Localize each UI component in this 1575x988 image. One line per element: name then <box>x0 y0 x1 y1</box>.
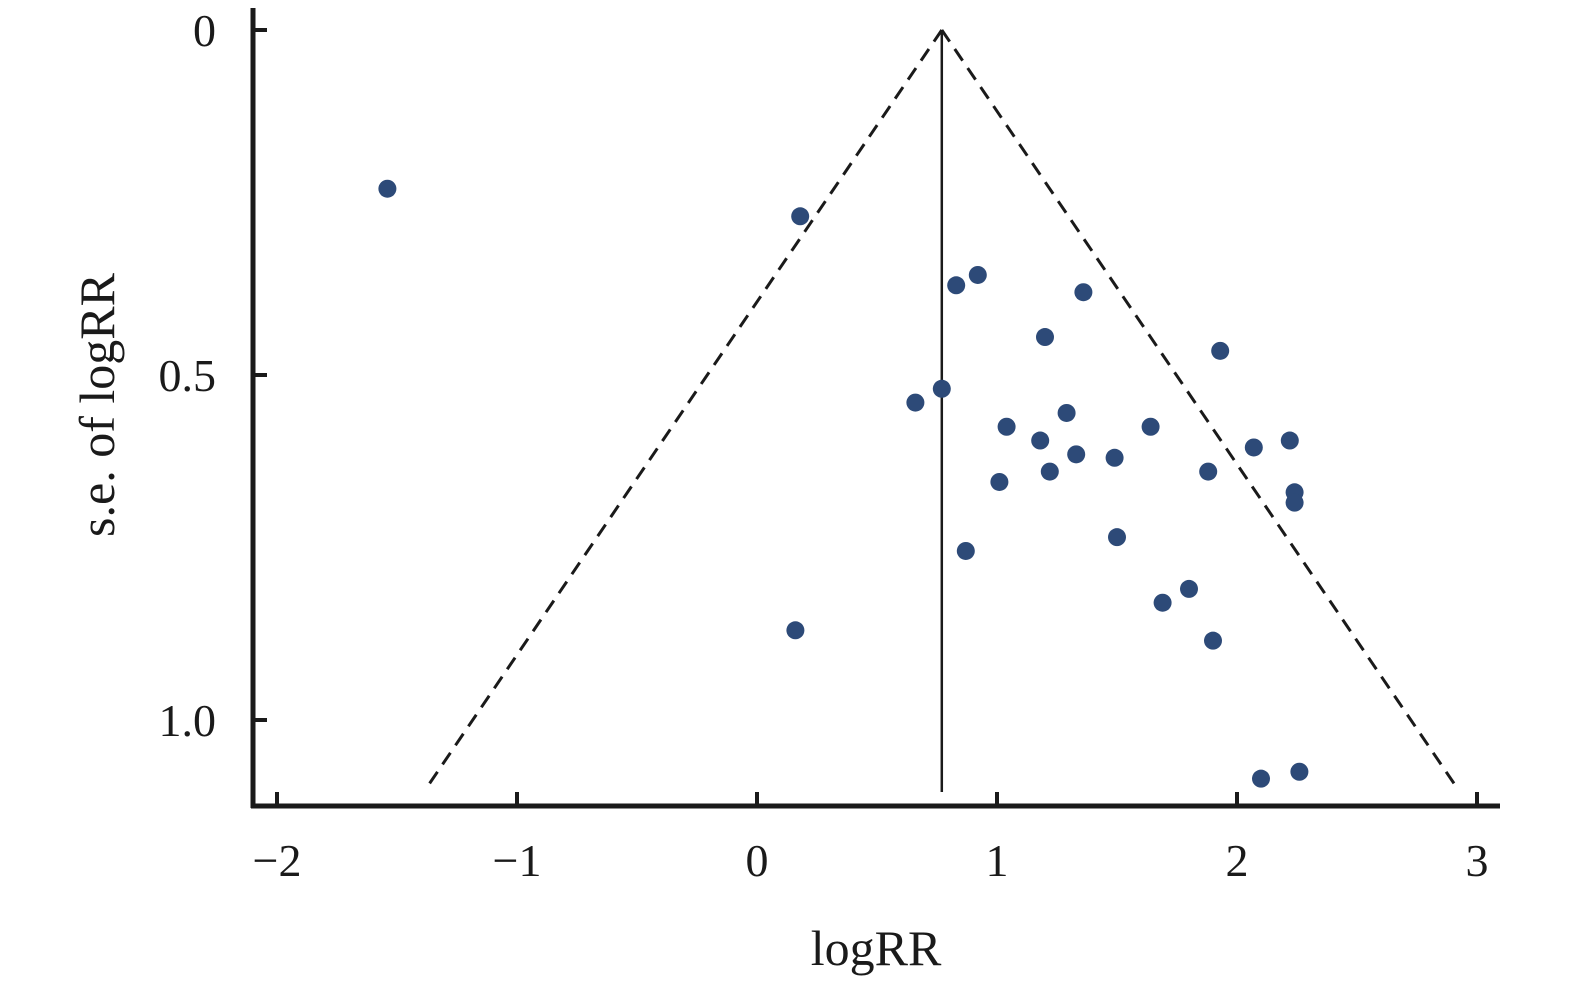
x-tick-label: 3 <box>1466 835 1489 886</box>
data-point <box>997 417 1016 436</box>
data-point <box>968 265 987 284</box>
data-point <box>932 379 951 398</box>
data-point <box>1211 341 1230 360</box>
data-point <box>1031 431 1050 450</box>
data-point <box>1141 417 1160 436</box>
data-point <box>1180 579 1198 598</box>
data-point <box>791 207 810 226</box>
data-point <box>1252 769 1270 788</box>
data-point <box>1199 462 1218 481</box>
data-point <box>786 621 805 640</box>
y-axis-title: s.e. of logRR <box>69 272 125 537</box>
funnel-right-limit <box>940 29 1460 790</box>
data-point <box>947 276 966 295</box>
data-point <box>1036 328 1054 347</box>
funnel-limits <box>424 29 1460 792</box>
x-tick-label: −1 <box>493 835 542 886</box>
axes: −2 −1 0 1 2 3 0 0.5 1.0 <box>159 5 1500 886</box>
x-tick-label: 2 <box>1226 835 1249 886</box>
data-point <box>1067 445 1086 464</box>
data-point <box>1108 528 1126 547</box>
data-point <box>956 541 975 560</box>
funnel-left-limit <box>424 29 944 790</box>
data-point <box>1074 283 1093 302</box>
x-axis-title: logRR <box>811 920 942 976</box>
data-point <box>906 393 925 412</box>
data-point <box>1040 462 1059 481</box>
data-point <box>1280 431 1299 450</box>
data-point <box>1290 762 1309 781</box>
y-tick-label: 0 <box>193 5 216 56</box>
x-tick-label: 1 <box>986 835 1009 886</box>
study-points <box>378 179 1309 788</box>
data-point <box>1285 493 1304 512</box>
data-point <box>1153 593 1172 612</box>
data-point <box>1057 403 1076 422</box>
data-point <box>1244 438 1263 457</box>
data-point <box>1204 631 1222 650</box>
data-point <box>990 472 1009 491</box>
x-tick-label: 0 <box>746 835 769 886</box>
x-tick-label: −2 <box>253 835 302 886</box>
y-tick-label: 1.0 <box>159 695 217 746</box>
y-tick-label: 0.5 <box>159 350 217 401</box>
data-point <box>1105 448 1124 467</box>
data-point <box>378 179 397 198</box>
